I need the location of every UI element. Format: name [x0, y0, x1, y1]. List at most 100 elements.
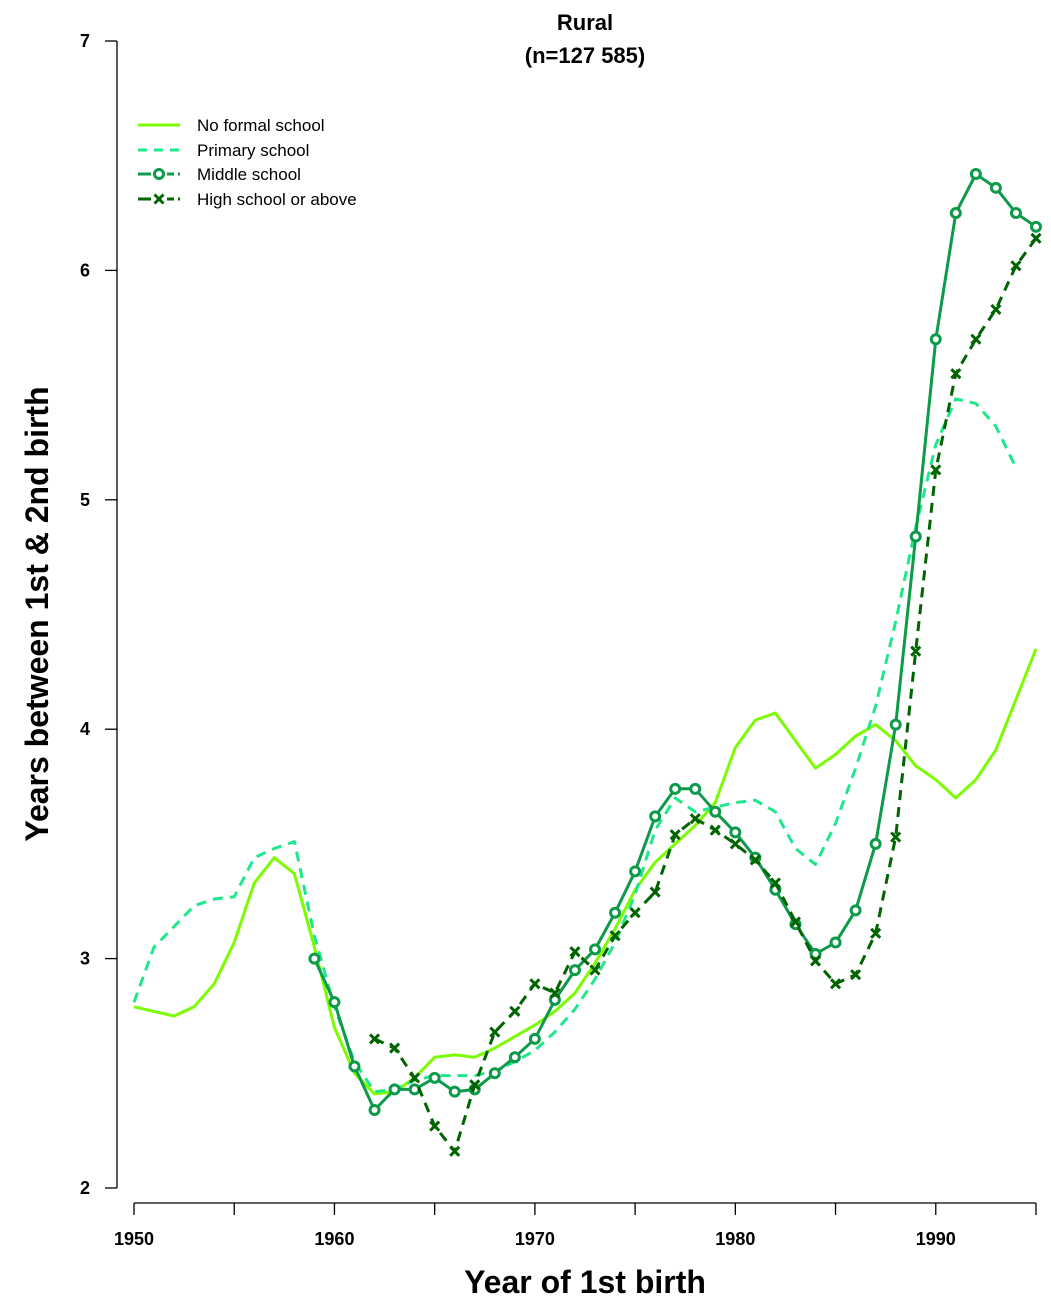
data-point-x: [769, 877, 781, 889]
series-line: [373, 237, 1038, 1153]
data-point-circle: [709, 805, 722, 818]
y-tick-label: 3: [80, 949, 90, 969]
data-point-x: [529, 978, 541, 990]
data-point-circle: [368, 1104, 381, 1117]
data-point-x: [870, 927, 882, 939]
data-point-x: [389, 1042, 401, 1054]
y-tick-label: 6: [80, 260, 90, 280]
x-axis-label: Year of 1st birth: [464, 1264, 706, 1300]
data-point-circle: [689, 782, 702, 795]
data-point-x: [1030, 232, 1042, 244]
series-2: [308, 168, 1042, 1117]
data-point-x: [749, 854, 761, 866]
legend: No formal school Primary school Middle s…: [138, 116, 357, 209]
y-tick-label: 7: [80, 31, 90, 51]
data-point-circle: [849, 904, 862, 917]
data-point-circle: [589, 943, 602, 956]
data-point-circle: [1009, 207, 1022, 220]
data-point-x: [789, 916, 802, 928]
data-point-x: [910, 645, 922, 657]
series-0: [133, 648, 1038, 1096]
data-point-circle: [308, 952, 321, 965]
data-point-x: [629, 907, 641, 919]
series-3: [368, 232, 1042, 1157]
x-tick-label: 1990: [916, 1229, 956, 1249]
legend-x-marker: [153, 193, 165, 205]
data-point-circle: [909, 530, 922, 543]
legend-item-high-school: High school or above: [138, 190, 357, 209]
data-point-circle: [889, 718, 902, 731]
data-point-circle: [729, 826, 742, 839]
series-line: [313, 172, 1037, 1112]
data-point-circle: [969, 168, 982, 181]
data-point-x: [469, 1079, 481, 1091]
data-point-x: [409, 1072, 421, 1084]
data-point-x: [569, 946, 581, 958]
series-1: [132, 397, 1018, 1094]
data-point-circle: [488, 1067, 501, 1080]
legend-item-primary-school: Primary school: [138, 141, 309, 160]
data-point-circle: [508, 1051, 521, 1064]
legend-label: Primary school: [197, 141, 309, 160]
series-line: [133, 648, 1038, 1096]
data-point-x: [850, 969, 862, 981]
data-point-x: [890, 831, 902, 843]
x-tick-label: 1970: [515, 1229, 555, 1249]
y-axis-ticks: 2 3 4 5 6 7: [80, 31, 117, 1198]
x-tick-label: 1980: [715, 1229, 755, 1249]
data-point-circle: [609, 906, 622, 919]
data-point-circle: [428, 1071, 441, 1084]
data-point-x: [669, 829, 681, 841]
x-tick-label: 1950: [114, 1229, 154, 1249]
data-point-x: [649, 886, 661, 898]
data-point-circle: [649, 810, 662, 823]
data-point-circle: [989, 181, 1002, 194]
data-point-x: [809, 955, 822, 967]
data-point-x: [930, 464, 942, 476]
data-point-x: [729, 838, 741, 850]
data-point-circle: [949, 207, 962, 220]
data-point-circle: [388, 1083, 401, 1096]
chart-title: Rural: [557, 10, 613, 35]
data-point-circle: [1030, 220, 1042, 233]
data-point-x: [970, 333, 982, 345]
data-point-x: [709, 824, 721, 836]
chart-subtitle: (n=127 585): [525, 43, 645, 68]
x-tick-label: 1960: [314, 1229, 354, 1249]
data-point-x: [589, 964, 601, 976]
data-point-x: [449, 1145, 461, 1157]
data-point-circle: [669, 782, 682, 795]
data-point-circle: [829, 936, 842, 949]
data-point-circle: [448, 1085, 461, 1098]
data-point-x: [368, 1033, 381, 1045]
data-point-circle: [528, 1032, 541, 1045]
legend-label: Middle school: [197, 165, 301, 184]
data-point-x: [829, 978, 842, 990]
data-point-x: [489, 1026, 501, 1038]
legend-label: High school or above: [197, 190, 357, 209]
legend-item-middle-school: Middle school: [138, 165, 301, 184]
y-axis-label: Years between 1st & 2nd birth: [19, 386, 55, 841]
y-tick-label: 4: [80, 719, 90, 739]
data-point-x: [950, 368, 962, 380]
data-point-circle: [548, 993, 561, 1006]
x-axis-ticks: 1950 1960 1970 1980 1990: [114, 1203, 1037, 1249]
data-point-circle: [328, 996, 341, 1009]
data-point-x: [509, 1005, 521, 1017]
legend-item-no-formal-school: No formal school: [138, 116, 325, 135]
plot-area: [132, 168, 1042, 1157]
series-line: [132, 397, 1018, 1094]
data-point-x: [549, 987, 561, 999]
data-point-circle: [929, 333, 942, 346]
data-point-x: [429, 1120, 441, 1132]
data-point-circle: [348, 1060, 361, 1073]
data-point-x: [990, 303, 1002, 315]
data-point-circle: [629, 865, 642, 878]
data-point-x: [1010, 260, 1022, 272]
y-tick-label: 5: [80, 490, 90, 510]
legend-label: No formal school: [197, 116, 325, 135]
legend-circle-marker: [153, 168, 165, 180]
data-point-circle: [869, 837, 882, 850]
data-point-x: [689, 813, 701, 825]
